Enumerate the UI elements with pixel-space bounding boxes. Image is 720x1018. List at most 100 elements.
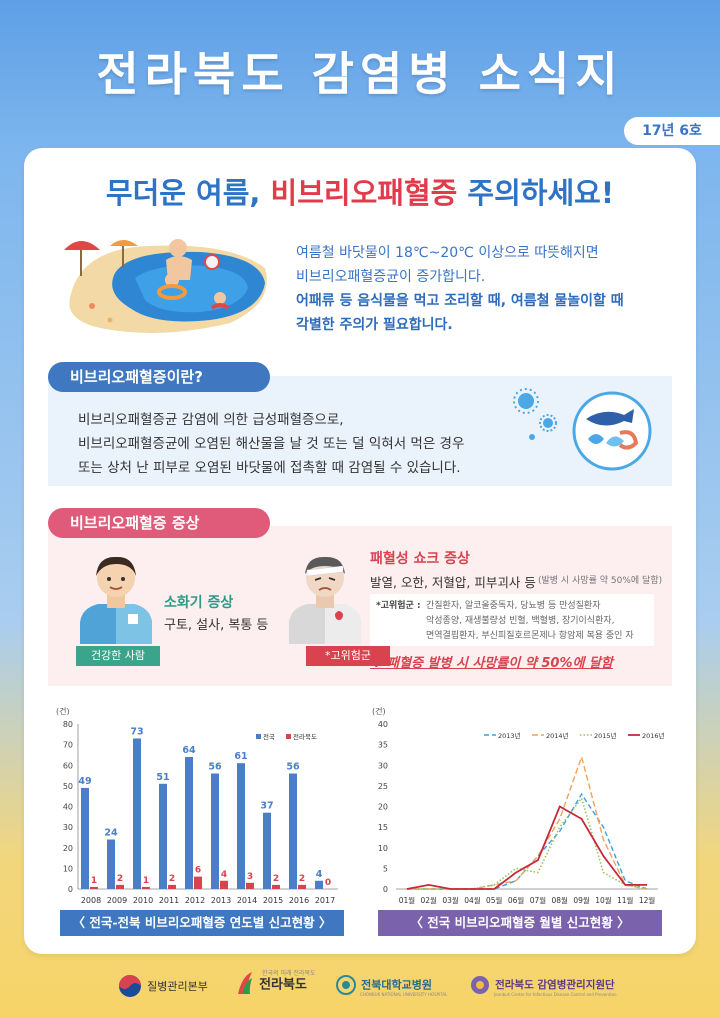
bacteria-seafood-icon [513,388,652,471]
line-series-2015년 [406,796,648,890]
bar-data-label: 51 [156,772,169,783]
intro-line-1: 여름철 바닷물이 18℃~20℃ 이상으로 따뜻해지면 [296,245,599,261]
bar-data-label: 64 [182,745,196,756]
logo-jeonbuk: 전라북도 한국의 미래 전라북도 [236,970,316,996]
bar-전라북도 [272,884,280,889]
bar-전라북도 [220,880,228,889]
line-x-tick: 08월 [552,895,569,905]
logo-jbuh: 전북대학교병원 CHONBUK NATIONAL UNIVERSITY HOSP… [336,974,447,997]
line-y-tick: 5 [383,864,388,873]
intro-line-4: 각별한 주의가 필요합니다. [296,317,453,333]
bar-data-label: 2 [299,874,305,884]
intro-line-2: 비브리오패혈증균이 증가합니다. [296,269,486,285]
jbuh-emblem-icon [336,974,356,995]
healthy-person-icon [80,556,152,644]
legend-label: 2016년 [642,731,665,740]
bar-전라북도 [142,886,150,889]
bar-data-label: 73 [130,726,143,737]
bar-전라북도 [246,882,254,889]
bar-data-label: 49 [78,776,91,787]
logo-jeonbuk-text: 전라북도 [259,977,307,993]
line-unit-label: (건) [372,706,386,716]
bar-unit-label: (건) [56,706,70,716]
bar-data-label: 2 [117,874,123,884]
bar-x-tick: 2010 [133,896,153,905]
bar-전라북도 [194,876,202,889]
legend-label: 2013년 [498,731,521,740]
page-title: 전라북도 감염병 소식지 [96,47,624,101]
line-y-tick: 20 [378,803,388,812]
legend-swatch [286,734,291,739]
bar-data-label: 2 [169,874,175,884]
definition-line-1: 비브리오패혈증균 감염에 의한 급성패혈증으로, [78,412,344,428]
bar-y-tick: 50 [63,782,73,791]
beach-illustration [64,239,267,333]
line-y-tick: 25 [378,782,388,791]
bar-x-tick: 2014 [237,896,257,905]
line-y-tick: 10 [378,844,388,853]
logo-center-sub: Jeonbuk Center for Infectious Disease Co… [494,992,617,997]
risk-group-box [370,594,654,646]
issue-badge: 17년 6호 [624,117,720,145]
shock-items: 발열, 오한, 저혈압, 피부괴사 등 [370,575,536,590]
healthy-label: 건강한 사람 [76,646,160,666]
bar-x-tick: 2017 [315,896,335,905]
logo-jbuh-text: 전북대학교병원 [361,978,432,992]
risk-group-line-3: 면역결핍환자, 부신피질호르몬제나 항암제 복용 중인 자 [426,631,634,641]
shock-title: 패혈성 쇼크 증상 [370,551,470,567]
bar-data-label: 1 [143,876,149,886]
bar-y-tick: 0 [68,885,73,894]
bar-전국 [289,773,297,889]
bar-data-label: 6 [195,866,201,876]
bar-data-label: 4 [316,869,323,880]
line-series-2016년 [406,805,648,890]
bar-data-label: 61 [234,751,247,762]
bar-y-tick: 30 [63,823,73,832]
bar-data-label: 56 [286,762,300,773]
legend-swatch [256,734,261,739]
digestive-items: 구토, 설사, 복통 등 [164,618,269,633]
bar-전국 [133,738,141,889]
line-x-tick: 02월 [421,895,438,905]
bar-전국 [185,757,193,889]
bar-전국 [81,787,89,889]
bar-data-label: 37 [260,801,273,812]
legend-label: 2015년 [594,731,617,740]
bar-data-label: 0 [325,878,331,888]
bar-y-tick: 40 [63,803,73,812]
bar-data-label: 4 [221,870,227,880]
jeonbuk-emblem-icon [238,972,252,994]
risk-group-line-2: 악성종양, 재생불량성 빈혈, 백혈병, 장기이식환자, [426,616,615,626]
risk-group-label: *고위험군 : [376,601,421,611]
logo-kcdc: 질병관리본부 [118,974,208,998]
line-chart-caption: 〈 전국 비브리오패혈증 월별 신고현황 〉 [378,910,662,936]
bar-전국 [315,880,323,889]
mortality-warning: ※ 패혈증 발병 시 사망률이 약 50%에 달함 [370,656,613,671]
kcdc-emblem-icon [119,975,141,997]
bar-data-label: 2 [273,874,279,884]
bar-전국 [237,763,245,889]
bar-전국 [211,773,219,889]
headline: 무더운 여름, 비브리오패혈증 주의하세요! [0,170,720,212]
yearly-bar-chart: (건)0102030405060708020084912009242201073… [56,706,338,905]
bar-x-tick: 2015 [263,896,283,905]
line-y-tick: 40 [378,720,388,729]
line-x-tick: 09월 [573,895,590,905]
headline-part2: 비브리오패혈증 [270,176,458,210]
logo-jeonbuk-sub: 한국의 미래 전라북도 [262,970,316,977]
bar-x-tick: 2013 [211,896,231,905]
intro-line-3: 어패류 등 음식물을 먹고 조리할 때, 여름철 물놀이할 때 [296,293,624,309]
line-y-tick: 15 [378,823,388,832]
bar-전라북도 [298,884,306,889]
bar-data-label: 56 [208,762,222,773]
high-risk-person-icon [289,556,361,644]
definition-title: 비브리오패혈증이란? [48,362,270,392]
line-series-2013년 [406,792,648,890]
bar-y-tick: 60 [63,761,73,770]
bar-x-tick: 2011 [159,896,179,905]
definition-line-3: 또는 상처 난 피부로 오염된 바닷물에 접촉할 때 감염될 수 있습니다. [78,460,461,476]
bar-data-label: 24 [104,828,118,839]
headline-part1: 무더운 여름, [105,176,261,210]
line-x-tick: 06월 [508,895,525,905]
line-x-tick: 04월 [464,895,481,905]
